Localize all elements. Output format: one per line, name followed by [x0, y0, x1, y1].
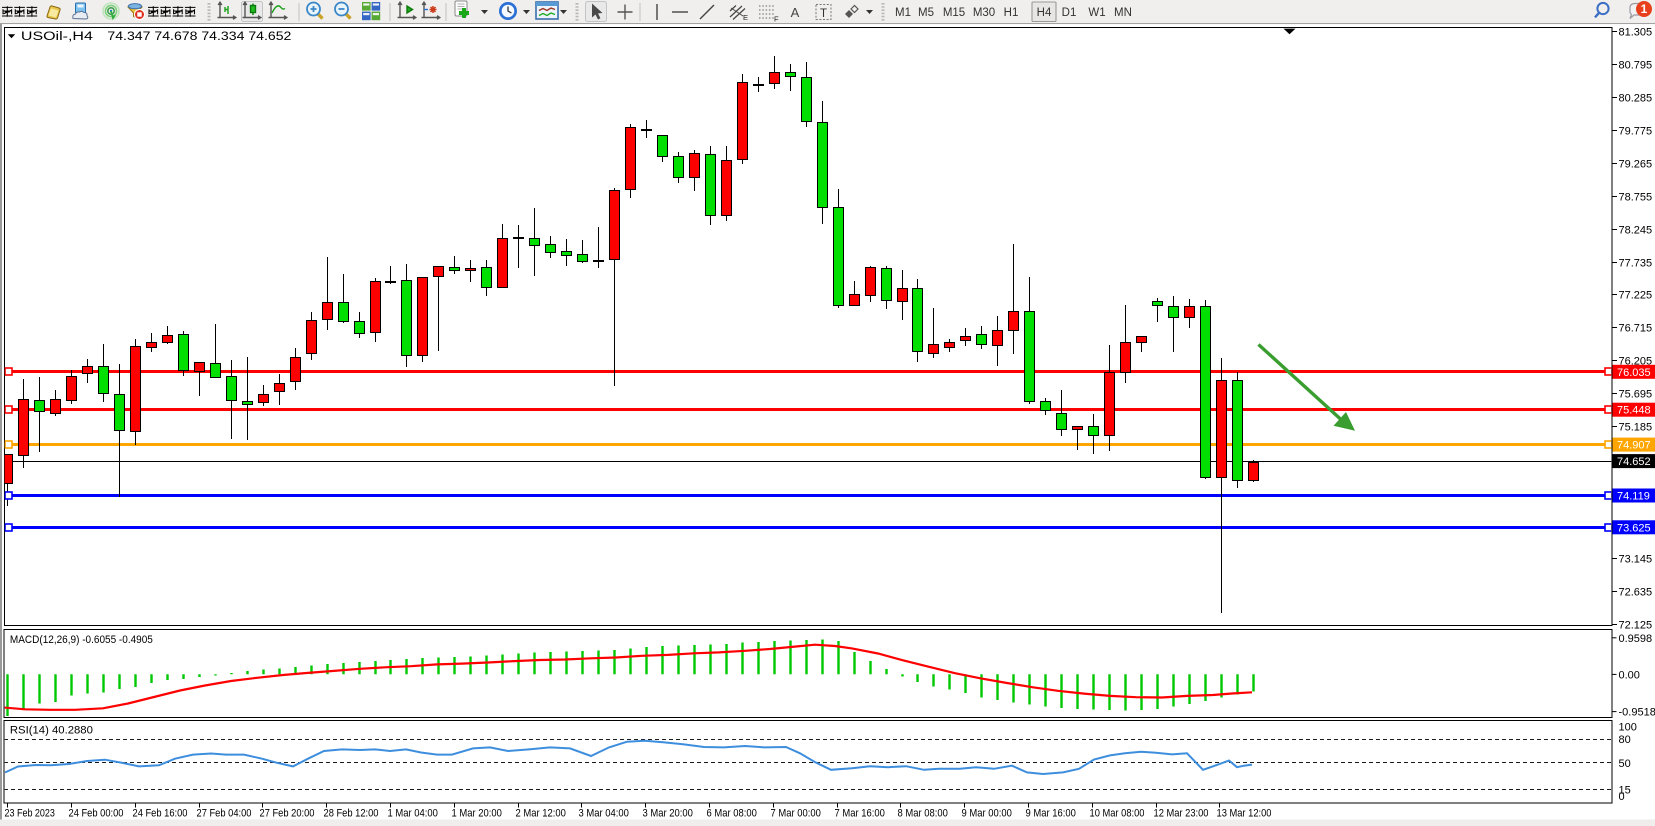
svg-text:6 Mar 08:00: 6 Mar 08:00: [707, 808, 757, 820]
svg-text:74.652: 74.652: [1617, 456, 1651, 468]
svg-text:15: 15: [1619, 784, 1631, 796]
svg-text:D1: D1: [1062, 7, 1077, 19]
svg-text:USOil-,H4: USOil-,H4: [21, 31, 94, 43]
svg-text:MN: MN: [1114, 7, 1132, 19]
svg-text:76.715: 76.715: [1619, 323, 1653, 335]
svg-text:8 Mar 08:00: 8 Mar 08:00: [898, 808, 948, 820]
svg-text:E: E: [743, 13, 748, 22]
svg-text:74.907: 74.907: [1617, 440, 1651, 452]
svg-text:73.145: 73.145: [1619, 554, 1653, 566]
svg-text:RSI(14) 40.2880: RSI(14) 40.2880: [10, 725, 93, 737]
svg-text:W1: W1: [1088, 7, 1105, 19]
svg-text:9 Mar 00:00: 9 Mar 00:00: [962, 808, 1012, 820]
svg-text:79.775: 79.775: [1619, 126, 1653, 138]
svg-text:0.00: 0.00: [1619, 669, 1640, 681]
svg-text:M1: M1: [895, 7, 911, 19]
svg-text:23 Feb 2023: 23 Feb 2023: [5, 808, 55, 820]
svg-text:72.635: 72.635: [1619, 587, 1653, 599]
svg-text:79.265: 79.265: [1619, 159, 1653, 171]
svg-text:H1: H1: [1004, 7, 1019, 19]
svg-text:78.755: 78.755: [1619, 192, 1653, 204]
svg-text:MACD(12,26,9) -0.6055 -0.4905: MACD(12,26,9) -0.6055 -0.4905: [10, 634, 153, 646]
svg-text:72.125: 72.125: [1619, 620, 1653, 632]
svg-text:13 Mar 12:00: 13 Mar 12:00: [1217, 808, 1272, 820]
svg-text:80.285: 80.285: [1619, 93, 1653, 105]
svg-text:77.225: 77.225: [1619, 290, 1653, 302]
svg-text:74.119: 74.119: [1617, 491, 1650, 503]
svg-text:77.735: 77.735: [1619, 258, 1653, 270]
svg-text:M30: M30: [973, 7, 995, 19]
svg-text:7 Mar 16:00: 7 Mar 16:00: [835, 808, 885, 820]
svg-text:12 Mar 23:00: 12 Mar 23:00: [1154, 808, 1209, 820]
svg-text:76.035: 76.035: [1617, 367, 1651, 379]
svg-text:0: 0: [1619, 791, 1625, 803]
svg-text:1: 1: [1641, 2, 1648, 16]
svg-text:7 Mar 00:00: 7 Mar 00:00: [771, 808, 821, 820]
svg-text:10 Mar 08:00: 10 Mar 08:00: [1090, 808, 1145, 820]
svg-text:80: 80: [1619, 734, 1631, 746]
svg-text:28 Feb 12:00: 28 Feb 12:00: [324, 808, 379, 820]
svg-text:-0.9518: -0.9518: [1619, 707, 1655, 719]
svg-text:1 Mar 04:00: 1 Mar 04:00: [388, 808, 438, 820]
svg-text:H4: H4: [1037, 7, 1052, 19]
svg-text:27 Feb 04:00: 27 Feb 04:00: [197, 808, 252, 820]
svg-text:27 Feb 20:00: 27 Feb 20:00: [260, 808, 315, 820]
svg-text:50: 50: [1619, 758, 1631, 770]
svg-text:75.185: 75.185: [1619, 422, 1653, 434]
svg-text:9 Mar 16:00: 9 Mar 16:00: [1026, 808, 1076, 820]
svg-text:3 Mar 04:00: 3 Mar 04:00: [579, 808, 629, 820]
svg-text:76.205: 76.205: [1619, 356, 1653, 368]
svg-text:80.795: 80.795: [1619, 60, 1653, 72]
svg-text:0.9598: 0.9598: [1619, 633, 1653, 645]
svg-text:73.625: 73.625: [1617, 522, 1651, 534]
svg-text:100: 100: [1619, 722, 1637, 734]
svg-text:T: T: [820, 8, 827, 20]
svg-text:81.305: 81.305: [1619, 27, 1653, 39]
svg-text:24 Feb 16:00: 24 Feb 16:00: [133, 808, 188, 820]
svg-text:M5: M5: [918, 7, 934, 19]
svg-text:1 Mar 20:00: 1 Mar 20:00: [452, 808, 502, 820]
svg-text:3 Mar 20:00: 3 Mar 20:00: [643, 808, 693, 820]
svg-text:2 Mar 12:00: 2 Mar 12:00: [516, 808, 566, 820]
svg-text:75.448: 75.448: [1617, 405, 1651, 417]
svg-text:M15: M15: [943, 7, 965, 19]
svg-text:A: A: [791, 5, 800, 20]
svg-text:F: F: [774, 15, 779, 24]
svg-text:75.695: 75.695: [1619, 389, 1653, 401]
svg-text:78.245: 78.245: [1619, 225, 1653, 237]
svg-text:74.347 74.678 74.334 74.652: 74.347 74.678 74.334 74.652: [107, 31, 291, 43]
svg-text:24 Feb 00:00: 24 Feb 00:00: [69, 808, 124, 820]
